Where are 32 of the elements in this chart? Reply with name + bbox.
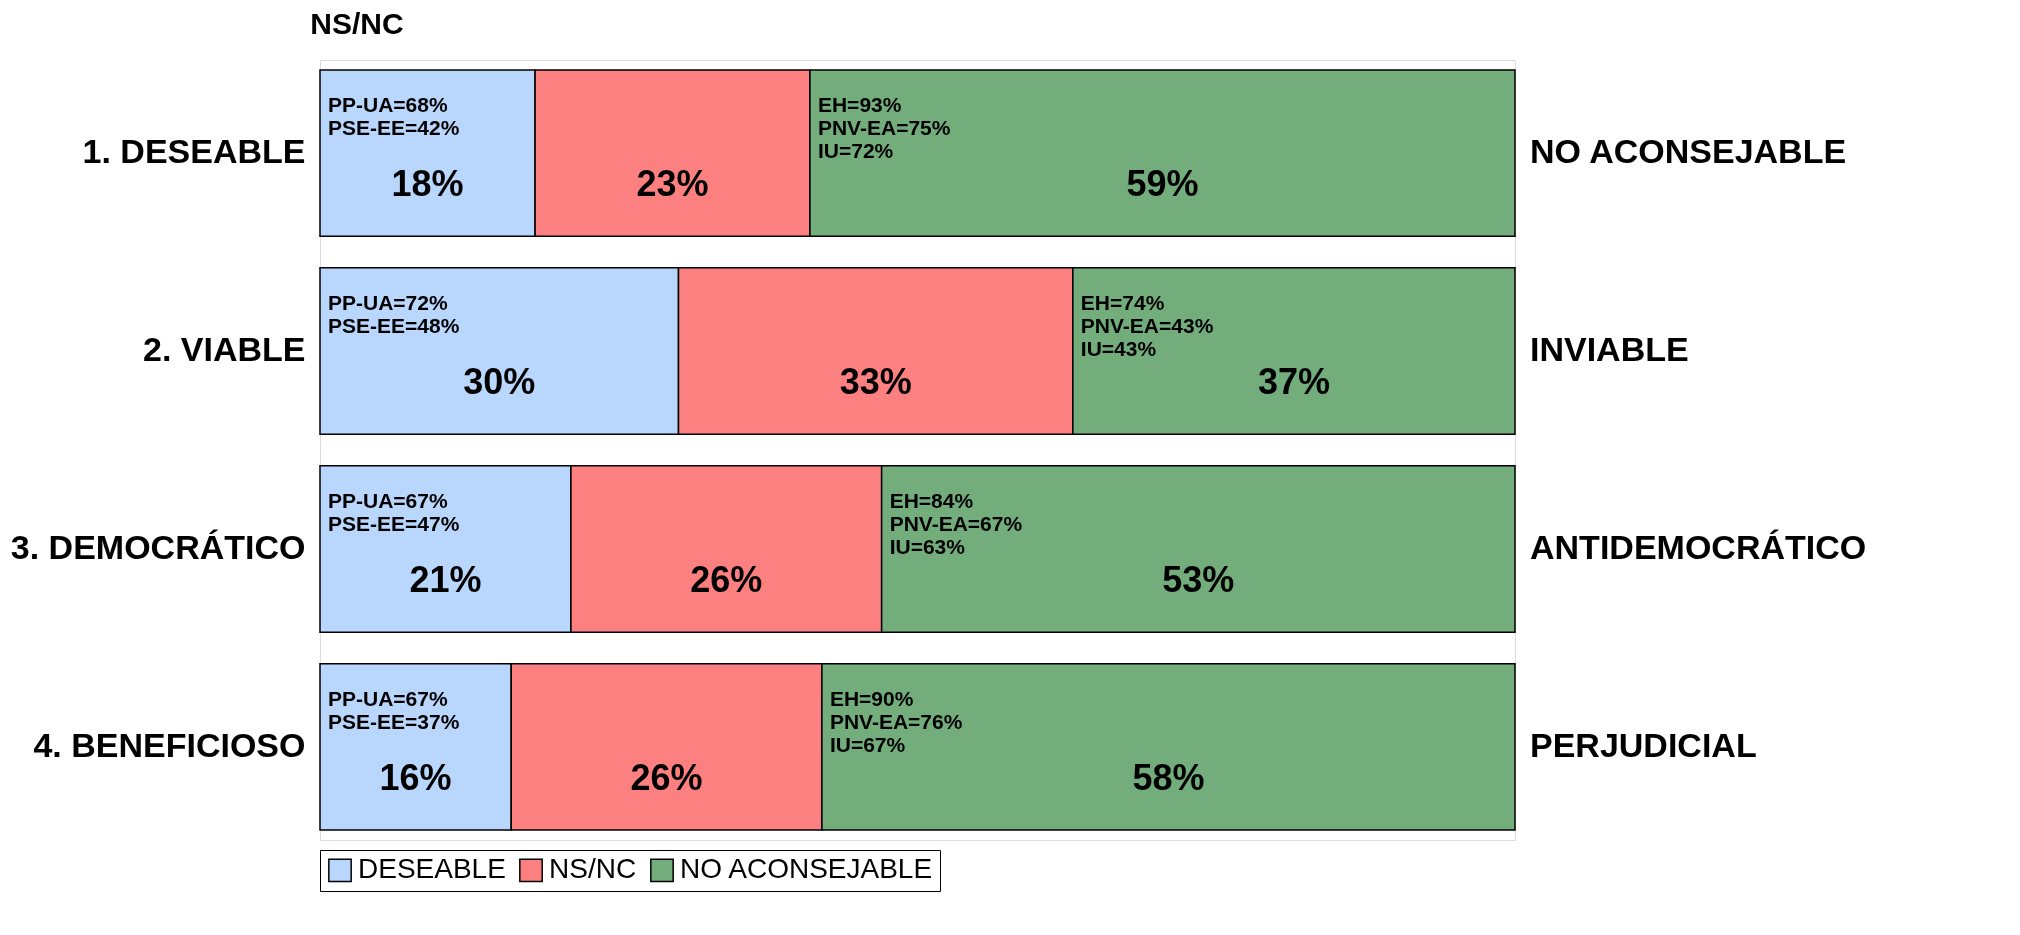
text: NO ACONSEJABLE bbox=[1530, 132, 1847, 171]
data-label: 16% bbox=[379, 756, 452, 798]
text: PERJUDICIAL bbox=[1530, 725, 1757, 764]
data-label: 37% bbox=[1257, 361, 1330, 403]
data-label: 23% bbox=[636, 163, 709, 205]
y-tick-label: 1. DESEABLE bbox=[82, 132, 306, 171]
data-label: 21% bbox=[409, 558, 482, 600]
data-label: 26% bbox=[630, 756, 703, 798]
data-label: 30% bbox=[463, 361, 536, 403]
annotation: PP-UA=67% PSE-EE=47% bbox=[328, 488, 460, 535]
data-label: 33% bbox=[839, 361, 912, 403]
data-label: 53% bbox=[1162, 558, 1235, 600]
legend-label: DESEABLE bbox=[358, 853, 506, 885]
data-label: 18% bbox=[391, 163, 464, 205]
y-tick-label: 3. DEMOCRÁTICO bbox=[10, 527, 306, 566]
text: ANTIDEMOCRÁTICO bbox=[1530, 527, 1867, 566]
text: INVIABLE bbox=[1530, 330, 1689, 369]
data-label: 58% bbox=[1132, 756, 1205, 798]
annotation: EH=74% PNV-EA=43% IU=43% bbox=[1080, 291, 1214, 361]
annotation: EH=93% PNV-EA=75% IU=72% bbox=[817, 93, 951, 163]
annotation: PP-UA=68% PSE-EE=42% bbox=[328, 93, 460, 140]
annotation: PP-UA=72% PSE-EE=48% bbox=[328, 291, 460, 338]
data-label: 26% bbox=[690, 558, 763, 600]
data-label: 59% bbox=[1126, 163, 1199, 205]
y-tick-label: 2. VIABLE bbox=[143, 330, 306, 369]
y-tick-label: 4. BENEFICIOSO bbox=[33, 725, 306, 764]
annotation: EH=90% PNV-EA=76% IU=67% bbox=[829, 686, 963, 756]
annotation: PP-UA=67% PSE-EE=37% bbox=[328, 686, 460, 733]
annotation: EH=84% PNV-EA=67% IU=63% bbox=[889, 488, 1023, 558]
legend-label: NO ACONSEJABLE bbox=[680, 853, 933, 885]
chart-title: NS/NC bbox=[310, 7, 404, 40]
legend-label: NS/NC bbox=[549, 853, 637, 885]
